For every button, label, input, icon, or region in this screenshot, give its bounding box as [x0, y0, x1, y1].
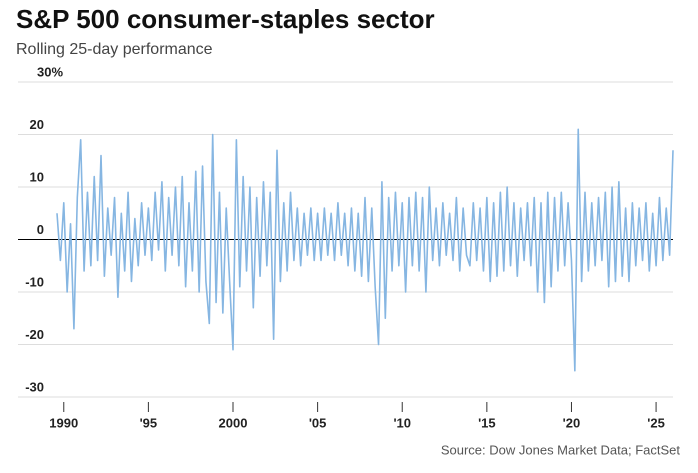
- chart-title: S&P 500 consumer-staples sector: [16, 4, 435, 34]
- y-tick-label: 20: [30, 117, 44, 132]
- x-tick-label: '10: [393, 415, 411, 430]
- x-tick-label: 1990: [49, 415, 78, 430]
- source-note: Source: Dow Jones Market Data; FactSet: [441, 442, 681, 457]
- x-tick-label: '95: [140, 415, 158, 430]
- x-tick-label: '20: [563, 415, 581, 430]
- chart-subtitle: Rolling 25-day performance: [16, 41, 213, 58]
- y-tick-label: 0: [37, 222, 44, 237]
- data-line: [56, 128, 674, 372]
- y-tick-label: -30: [25, 379, 44, 394]
- x-tick-label: '05: [309, 415, 327, 430]
- y-tick-label: -10: [25, 274, 44, 289]
- y-tick-label: 10: [30, 169, 44, 184]
- x-tick-label: '15: [478, 415, 496, 430]
- x-tick-label: 2000: [219, 415, 248, 430]
- y-tick-label: -20: [25, 327, 44, 342]
- x-tick-label: '25: [647, 415, 665, 430]
- y-tick-label: 30%: [37, 64, 63, 79]
